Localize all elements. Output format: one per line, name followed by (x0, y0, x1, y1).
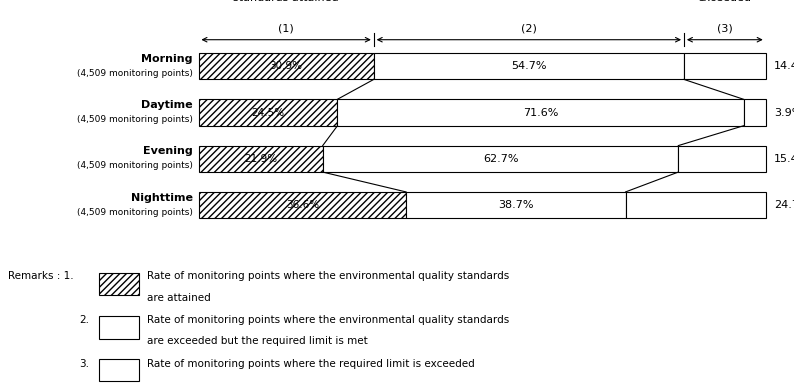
Text: (4,509 monitoring points): (4,509 monitoring points) (77, 69, 193, 78)
Bar (678, 145, 765, 172)
Text: (1): (1) (278, 23, 294, 33)
Text: Remarks : 1.: Remarks : 1. (8, 271, 74, 282)
Bar (198, 145, 322, 172)
Bar (198, 99, 337, 126)
Text: 54.7%: 54.7% (511, 61, 546, 71)
Bar (99, 316, 139, 339)
Bar (198, 192, 406, 218)
Bar (322, 145, 678, 172)
Bar (198, 53, 374, 80)
Text: Daytime: Daytime (141, 100, 193, 110)
Text: 71.6%: 71.6% (522, 108, 558, 117)
Bar (684, 53, 765, 80)
Bar (626, 192, 765, 218)
Text: 21.9%: 21.9% (244, 154, 277, 164)
Bar (337, 99, 743, 126)
Text: 14.4%: 14.4% (774, 61, 794, 71)
Text: are attained: are attained (147, 292, 210, 303)
Bar (406, 192, 626, 218)
Text: Morning: Morning (141, 54, 193, 64)
Text: 30.9%: 30.9% (270, 61, 303, 71)
Text: 38.7%: 38.7% (498, 200, 534, 210)
Bar (99, 359, 139, 381)
Text: 3.: 3. (79, 359, 90, 369)
Text: (2): (2) (521, 23, 537, 33)
Text: 24.7%: 24.7% (774, 200, 794, 210)
Text: 3.9%: 3.9% (774, 108, 794, 117)
Bar (99, 273, 139, 295)
Text: (4,509 monitoring points): (4,509 monitoring points) (77, 115, 193, 124)
Text: are exceeded but the required limit is met: are exceeded but the required limit is m… (147, 336, 368, 346)
Bar (374, 53, 684, 80)
Text: Required limits
exceeded: Required limits exceeded (683, 0, 767, 3)
Text: 2.: 2. (79, 315, 90, 325)
Text: Rate of monitoring points where the environmental quality standards: Rate of monitoring points where the envi… (147, 271, 509, 282)
Text: (4,509 monitoring points): (4,509 monitoring points) (77, 161, 193, 170)
Text: 36.6%: 36.6% (286, 200, 319, 210)
Text: (3): (3) (717, 23, 733, 33)
Text: 62.7%: 62.7% (483, 154, 518, 164)
Bar (743, 99, 765, 126)
Text: Evening: Evening (143, 146, 193, 156)
Text: Nighttime: Nighttime (131, 193, 193, 203)
Text: Environmental quality
standards attained: Environmental quality standards attained (225, 0, 348, 3)
Text: Rate of monitoring points where the required limit is exceeded: Rate of monitoring points where the requ… (147, 359, 475, 369)
Text: Rate of monitoring points where the environmental quality standards: Rate of monitoring points where the envi… (147, 315, 509, 325)
Text: 15.4%: 15.4% (774, 154, 794, 164)
Text: 24.5%: 24.5% (252, 108, 284, 117)
Text: (4,509 monitoring points): (4,509 monitoring points) (77, 207, 193, 217)
